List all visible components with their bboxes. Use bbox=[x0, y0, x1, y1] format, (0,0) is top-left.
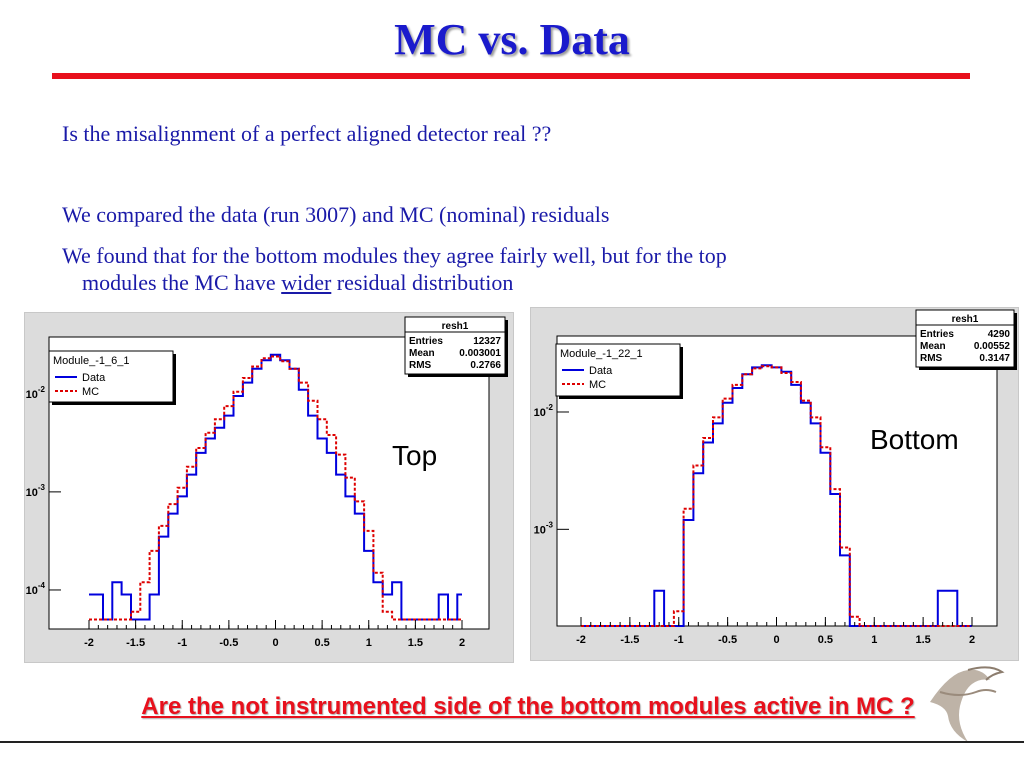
label-bottom: Bottom bbox=[870, 424, 959, 455]
bullet-findings-line1: We found that for the bottom modules the… bbox=[62, 243, 727, 268]
bullet-comparison: We compared the data (run 3007) and MC (… bbox=[62, 202, 610, 227]
y-tick-exponent: -4 bbox=[38, 581, 46, 590]
y-tick-exponent: -3 bbox=[546, 520, 554, 529]
x-tick-label: -0.5 bbox=[718, 634, 737, 646]
legend-title: Module_-1_6_1 bbox=[53, 355, 129, 367]
y-tick-base: 10 bbox=[26, 389, 38, 401]
stats-value: 0.00552 bbox=[974, 341, 1011, 352]
x-tick-label: -2 bbox=[576, 634, 586, 646]
y-tick-label: 10-2 bbox=[534, 403, 554, 419]
legend-entry-label: Data bbox=[82, 372, 106, 384]
bullet-misalignment: Is the misalignment of a perfect aligned… bbox=[62, 121, 552, 146]
x-tick-label: -0.5 bbox=[219, 637, 238, 649]
x-tick-label: 2 bbox=[969, 634, 975, 646]
series-line-mc bbox=[89, 355, 462, 621]
histogram-top-panel: -2 -1.5 -1 -0.5 0 0.5 1 1.5 2 10-2 10-3 10-4 Module_… bbox=[24, 312, 514, 663]
y-tick-exponent: -2 bbox=[38, 385, 46, 394]
stats-key: Mean bbox=[920, 341, 946, 352]
x-tick-label: 0.5 bbox=[818, 634, 833, 646]
legend-entry-label: Data bbox=[589, 365, 613, 377]
stats-key: Mean bbox=[409, 348, 435, 359]
y-tick-base: 10 bbox=[26, 585, 38, 597]
x-tick-label: 1 bbox=[871, 634, 877, 646]
stats-box bbox=[404, 316, 506, 375]
title-divider bbox=[52, 73, 970, 79]
stats-key: Entries bbox=[920, 329, 954, 340]
y-tick-label: 10-2 bbox=[26, 385, 46, 401]
legend-entry-label: MC bbox=[589, 379, 606, 391]
question-bottom-modules: Are the not instrumented side of the bot… bbox=[141, 693, 915, 720]
stats-key: Entries bbox=[409, 336, 443, 347]
x-tick-label: 1.5 bbox=[915, 634, 930, 646]
histogram-top-svg: -2 -1.5 -1 -0.5 0 0.5 1 1.5 210-210-310-4Module_… bbox=[26, 316, 508, 649]
stats-box bbox=[915, 309, 1015, 368]
y-tick-label: 10-3 bbox=[534, 520, 554, 536]
x-tick-label: -2 bbox=[84, 637, 94, 649]
x-tick-label: -1 bbox=[177, 637, 187, 649]
y-tick-base: 10 bbox=[26, 487, 38, 499]
stats-key: RMS bbox=[409, 360, 432, 371]
y-tick-label: 10-4 bbox=[26, 581, 46, 597]
stats-value: 0.003001 bbox=[459, 348, 501, 359]
bullet-findings-line2: modules the MC have wider residual distr… bbox=[62, 269, 727, 296]
y-tick-exponent: -2 bbox=[546, 403, 554, 412]
series-line-data bbox=[89, 353, 462, 621]
stats-title: resh1 bbox=[442, 321, 469, 332]
stats-value: 0.3147 bbox=[979, 353, 1010, 364]
x-tick-label: 0.5 bbox=[314, 637, 329, 649]
series-line-mc bbox=[581, 365, 972, 627]
x-tick-label: -1.5 bbox=[620, 634, 639, 646]
stats-value: 4290 bbox=[988, 329, 1011, 340]
x-tick-label: -1.5 bbox=[126, 637, 145, 649]
legend-title: Module_-1_22_1 bbox=[560, 348, 643, 360]
histogram-bottom-svg: -2 -1.5 -1 -0.5 0 0.5 1 1.5 210-210-3Module_-1_2… bbox=[534, 309, 1017, 646]
stats-value: 0.2766 bbox=[470, 360, 501, 371]
institution-logo-icon bbox=[930, 666, 1005, 742]
y-tick-base: 10 bbox=[534, 524, 546, 536]
slide-title: MC vs. Data bbox=[394, 15, 630, 64]
x-tick-label: 0 bbox=[272, 637, 278, 649]
y-tick-base: 10 bbox=[534, 407, 546, 419]
x-tick-label: -1 bbox=[674, 634, 684, 646]
label-top: Top bbox=[392, 440, 438, 471]
bullet-findings-pre: modules the MC have bbox=[82, 270, 282, 295]
x-tick-label: 1.5 bbox=[408, 637, 423, 649]
x-tick-label: 0 bbox=[773, 634, 779, 646]
stats-key: RMS bbox=[920, 353, 943, 364]
bullet-findings-emphasis: wider bbox=[281, 270, 332, 295]
x-tick-label: 1 bbox=[366, 637, 372, 649]
bullet-findings: We found that for the bottom modules the… bbox=[62, 242, 727, 296]
x-tick-label: 2 bbox=[459, 637, 465, 649]
legend-entry-label: MC bbox=[82, 386, 99, 398]
legend-box bbox=[555, 343, 681, 397]
stats-title: resh1 bbox=[952, 314, 979, 325]
histogram-bottom-panel: -2 -1.5 -1 -0.5 0 0.5 1 1.5 2 10-2 10-3 Module_-1_2… bbox=[530, 307, 1019, 661]
footer-divider bbox=[0, 741, 1024, 743]
y-tick-label: 10-3 bbox=[26, 483, 46, 499]
bullet-findings-post: residual distribution bbox=[331, 270, 514, 295]
y-tick-exponent: -3 bbox=[38, 483, 46, 492]
stats-value: 12327 bbox=[473, 336, 501, 347]
